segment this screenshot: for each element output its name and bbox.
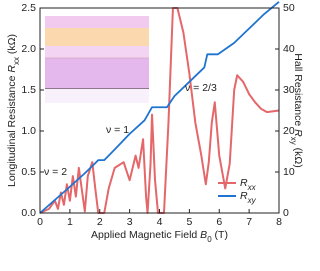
y2-axis-label-part: xy: [289, 137, 298, 145]
x-axis-label: Applied Magnetic Field B0 (T): [91, 229, 228, 244]
x-tick-label: 1: [67, 216, 73, 228]
legend-label: Rxy: [240, 190, 257, 205]
x-tick-label: 2: [97, 216, 103, 228]
y-axis-label-part: R: [6, 65, 18, 73]
x-tick-label: 7: [246, 216, 252, 228]
series-line: [39, 7, 280, 214]
x-tick-label: 8: [276, 216, 282, 228]
x-tick-label: 0: [37, 216, 43, 228]
y-tick-label: 1.0: [21, 125, 36, 137]
inset-layer: [45, 28, 149, 46]
x-axis-label-part: 0: [207, 235, 212, 244]
legend-subscript: xy: [247, 196, 257, 205]
annotation: ν = 1: [106, 124, 129, 136]
y-axis-label-part: (kΩ): [6, 34, 18, 57]
y2-tick-label: 0: [283, 207, 289, 219]
y-tick-label: 0.0: [21, 207, 36, 219]
inset-layer: [45, 58, 149, 89]
y2-tick-label: 40: [283, 43, 295, 55]
y-tick-label: 2.0: [21, 43, 36, 55]
legend-symbol: R: [240, 177, 248, 189]
y2-axis-label-part: R: [292, 129, 304, 137]
y-tick-label: 1.5: [21, 84, 36, 96]
y-tick-label: 0.5: [21, 166, 36, 178]
y2-axis-label-part: (kΩ): [292, 145, 304, 168]
inset: [45, 16, 149, 103]
annotation: ν = 2: [44, 166, 67, 178]
legend-subscript: xx: [247, 183, 257, 192]
series-line: [39, 1, 280, 214]
y-tick-label: 2.5: [21, 2, 36, 14]
y2-tick-label: 10: [283, 166, 295, 178]
inset-layer: [45, 89, 149, 103]
y2-tick-label: 20: [283, 125, 295, 137]
x-tick-label: 6: [216, 216, 222, 228]
y2-axis-label-part: Hall Resistance: [292, 53, 304, 129]
x-tick-label: 4: [157, 216, 163, 228]
annotation: ν = 2/3: [185, 82, 217, 94]
y2-tick-label: 50: [283, 2, 295, 14]
y-axis-label-part: Longitudinal Resistance: [6, 73, 18, 187]
chart: 0 1 2 3 4 5 6 7 8 0.0 0.5 1.0 1.5 2.0 2.5 0 10 20 30 40 50 Ap…: [6, 1, 304, 244]
legend-symbol: R: [240, 190, 248, 202]
y2-axis-label: Hall Resistance Rxy (kΩ): [289, 53, 304, 167]
legend-label: Rxx: [240, 177, 257, 192]
y-axis-label: Longitudinal Resistance Rxx (kΩ): [6, 34, 21, 187]
y-axis-label-part: xx: [12, 57, 21, 65]
x-tick-label: 3: [127, 216, 133, 228]
inset-layer: [45, 46, 149, 58]
x-tick-label: 5: [186, 216, 192, 228]
x-axis-label-part: Applied Magnetic Field: [91, 229, 200, 241]
y2-tick-label: 30: [283, 84, 295, 96]
x-axis-label-part: B: [200, 229, 207, 241]
x-axis-label-part: (T): [212, 229, 228, 241]
inset-layer: [45, 16, 149, 28]
